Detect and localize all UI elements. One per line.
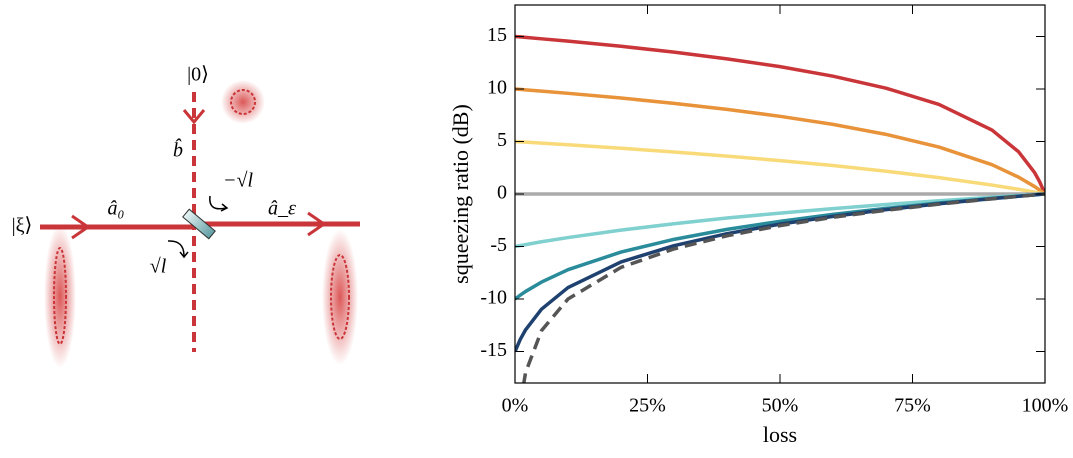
y-tick-label: 10 — [487, 77, 507, 99]
label: â₀ — [108, 198, 125, 220]
label: â_ε — [268, 198, 296, 220]
x-axis-label: loss — [763, 422, 797, 447]
line — [515, 192, 1045, 301]
label: |ξ⟩ — [12, 215, 33, 237]
x-tick-label: 25% — [629, 395, 666, 417]
output-outline — [330, 254, 350, 340]
vacuum-outline — [230, 89, 256, 115]
diagram: |0⟩ b̂ |ξ⟩ â₀ â_ε −√l √l — [12, 64, 360, 368]
series-group — [515, 34, 1045, 383]
input-state — [44, 224, 76, 368]
y-tick-label: -10 — [480, 287, 507, 309]
line — [515, 139, 1045, 196]
beam-splitter — [182, 208, 216, 240]
label: −√l — [223, 170, 253, 192]
arrow — [182, 109, 206, 125]
curved-arrow — [209, 195, 227, 210]
vacuum-state — [221, 80, 265, 124]
y-tick-label: -15 — [480, 339, 507, 361]
input-outline — [53, 247, 67, 345]
plot-frame — [514, 4, 1046, 384]
x-tick-label: 75% — [894, 395, 931, 417]
label: |0⟩ — [187, 64, 209, 86]
arrow — [307, 211, 327, 237]
curved-arrow — [167, 240, 185, 257]
y-tick-label: 0 — [497, 182, 507, 204]
arrow — [220, 203, 229, 212]
y-axis-label: squeezing ratio (dB) — [448, 104, 473, 284]
label: √l — [150, 256, 167, 278]
line — [515, 192, 1045, 353]
y-tick-label: -5 — [490, 234, 507, 256]
line — [515, 34, 1045, 195]
x-tick-label: 0% — [502, 395, 529, 417]
arrow — [71, 214, 91, 240]
y-tick-label: 15 — [487, 24, 507, 46]
label: b̂ — [173, 138, 183, 162]
x-tick-label: 100% — [1022, 395, 1069, 417]
line — [515, 87, 1045, 196]
output-state — [322, 229, 358, 365]
x-tick-label: 50% — [762, 395, 799, 417]
chart: loss squeezing ratio (dB) -15 -10 -5 0 5 10 15… — [448, 4, 1069, 447]
arrow — [179, 251, 189, 259]
line — [522, 192, 1045, 383]
y-tick-label: 5 — [497, 129, 507, 151]
